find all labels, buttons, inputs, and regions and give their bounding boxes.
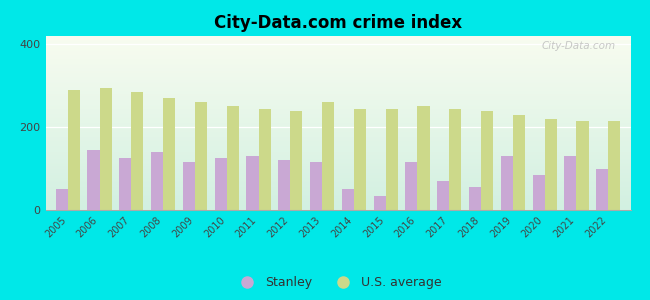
Bar [577,121,588,210]
Bar [532,175,545,210]
Bar [68,90,80,210]
Bar [183,162,195,210]
Title: City-Data.com crime index: City-Data.com crime index [214,14,462,32]
Bar [227,106,239,210]
Bar [437,181,449,210]
Text: City-Data.com: City-Data.com [541,41,616,51]
Bar [278,160,291,210]
Bar [99,88,112,210]
Bar [56,189,68,210]
Bar [151,152,163,210]
Bar [310,162,322,210]
Bar [449,109,462,210]
Bar [259,109,270,210]
Bar [214,158,227,210]
Bar [513,115,525,210]
Bar [406,162,417,210]
Bar [195,102,207,210]
Bar [564,156,577,210]
Bar [481,111,493,210]
Bar [342,189,354,210]
Legend: Stanley, U.S. average: Stanley, U.S. average [229,271,447,294]
Bar [417,106,430,210]
Bar [291,111,302,210]
Bar [322,102,334,210]
Bar [354,109,366,210]
Bar [469,187,481,210]
Bar [131,92,144,210]
Bar [119,158,131,210]
Bar [596,169,608,210]
Bar [374,196,385,210]
Bar [500,156,513,210]
Bar [163,98,176,210]
Bar [385,109,398,210]
Bar [88,150,99,210]
Bar [246,156,259,210]
Bar [608,121,620,210]
Bar [545,119,557,210]
